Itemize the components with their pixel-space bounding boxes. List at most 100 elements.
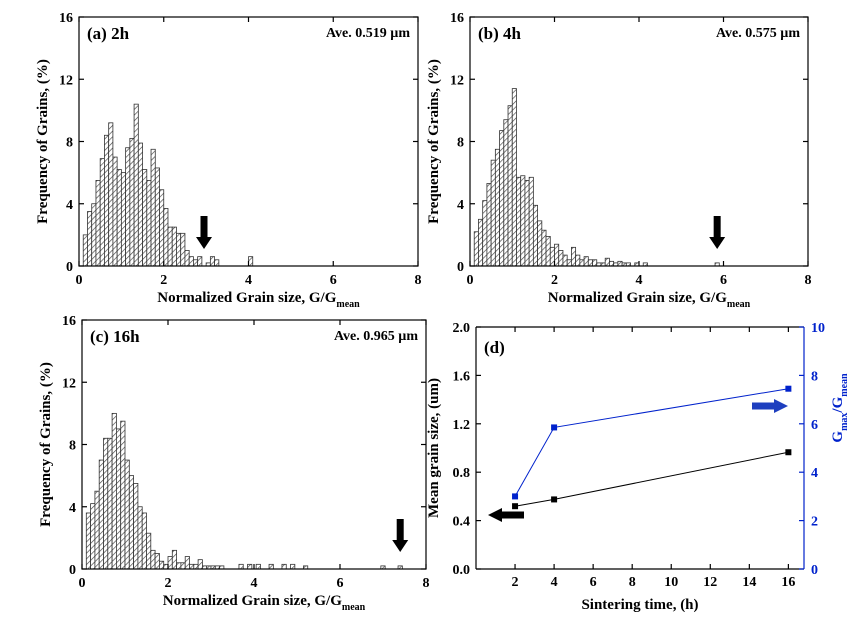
histogram-bar xyxy=(133,103,139,267)
histogram-bar xyxy=(146,532,152,570)
histogram-bar xyxy=(571,246,577,267)
max-grain-arrow xyxy=(392,519,409,552)
histogram-2h: 0 2 4 6 8 0 4 8 12 16 (a) 2h Ave. 0.519 µm Normalize… xyxy=(35,11,422,310)
histogram-bar xyxy=(511,88,517,267)
x-tick-label: 4 xyxy=(636,273,643,288)
x-tick-label: 16 xyxy=(781,575,795,590)
histogram-16h: 0 2 4 6 8 0 4 8 12 16 (c) 16h Ave. 0.965 µm Normaliz… xyxy=(38,314,430,613)
histogram-bar xyxy=(104,134,110,267)
histogram-bar xyxy=(87,211,93,267)
x-axis-title: Sintering time, (h) xyxy=(581,597,698,613)
y-right-tick-label: 0 xyxy=(811,563,818,578)
histogram-bar xyxy=(142,169,148,267)
histogram-bar xyxy=(545,236,551,267)
y-left-tick-label: 0.0 xyxy=(453,563,471,578)
y-tick-label: 16 xyxy=(450,11,464,26)
histogram-bar xyxy=(125,147,131,267)
y-left-tick-label: 1.2 xyxy=(453,418,471,433)
histogram-4h: 0 2 4 6 8 0 4 8 12 16 (b) 4h Ave. 0.575 µm Normalize… xyxy=(426,11,812,310)
x-tick-label: 0 xyxy=(76,273,83,288)
histogram-bar xyxy=(583,256,589,267)
histogram-bar xyxy=(108,122,114,267)
histogram-bar xyxy=(248,256,254,267)
histogram-bar xyxy=(609,260,615,267)
mean-size-point xyxy=(512,503,519,510)
y-tick-label: 4 xyxy=(69,501,76,516)
histogram-bar xyxy=(290,563,296,570)
right-axis-arrow xyxy=(752,399,788,413)
x-tick-label: 8 xyxy=(629,575,636,590)
x-axis-title: Normalized Grain size, G/Gmean xyxy=(163,593,366,613)
histogram-bar xyxy=(171,226,177,267)
y-axis-title: Frequency of Grains, (%) xyxy=(35,59,51,224)
x-tick-label: 6 xyxy=(720,273,727,288)
histogram-bar xyxy=(171,549,178,570)
panel-label: (b) 4h xyxy=(478,24,522,43)
x-tick-label: 2 xyxy=(551,273,558,288)
histogram-bar xyxy=(116,169,122,267)
y-tick-label: 0 xyxy=(66,260,73,275)
histogram-bar xyxy=(163,208,169,267)
y-tick-label: 0 xyxy=(457,260,464,275)
histogram-bar xyxy=(541,229,547,267)
histogram-bar xyxy=(197,256,203,267)
x-tick-label: 8 xyxy=(423,576,430,591)
histogram-bar xyxy=(120,172,127,267)
histogram-bar xyxy=(154,167,160,267)
y-tick-label: 12 xyxy=(450,73,464,88)
panel-label: (d) xyxy=(484,338,505,357)
histogram-bar xyxy=(82,234,88,267)
ratio-point xyxy=(785,385,792,392)
histogram-bar xyxy=(180,232,186,267)
histogram-bar xyxy=(214,259,220,267)
y-right-tick-label: 4 xyxy=(811,466,818,481)
histogram-bar xyxy=(537,220,543,267)
histogram-bar xyxy=(473,231,479,267)
histogram-bar xyxy=(490,159,496,267)
histogram-bar xyxy=(592,259,598,267)
histogram-bar xyxy=(167,226,173,267)
max-grain-arrow xyxy=(196,216,213,249)
histogram-bar xyxy=(193,259,199,267)
histogram-bar xyxy=(507,105,513,267)
x-tick-label: 4 xyxy=(251,576,258,591)
histogram-bar xyxy=(91,203,97,267)
y-left-tick-label: 0.8 xyxy=(453,466,471,481)
histogram-bar xyxy=(281,563,287,570)
histogram-bar xyxy=(176,562,182,570)
y-right-tick-label: 10 xyxy=(811,321,825,336)
histogram-bar xyxy=(137,506,143,570)
histogram-bar xyxy=(532,204,538,267)
histogram-bar xyxy=(617,260,623,267)
histogram-bar xyxy=(499,130,505,267)
y-right-axis-title: Gmax/Gmean xyxy=(830,373,850,443)
histogram-bar xyxy=(184,250,190,267)
x-tick-label: 14 xyxy=(742,575,756,590)
y-left-tick-label: 2.0 xyxy=(453,321,471,336)
histogram-bar xyxy=(137,142,143,267)
y-right-tick-label: 8 xyxy=(811,369,818,384)
histogram-bar xyxy=(516,176,522,267)
x-tick-label: 10 xyxy=(664,575,678,590)
histogram-bar xyxy=(180,562,186,570)
histogram-bar xyxy=(494,148,500,267)
y-tick-label: 4 xyxy=(66,198,73,213)
histogram-bar xyxy=(575,254,581,267)
histogram-bar xyxy=(94,490,100,570)
histogram-bar xyxy=(268,563,274,570)
average-annotation: Ave. 0.575 µm xyxy=(716,26,800,41)
x-axis-title: Normalized Grain size, G/Gmean xyxy=(157,290,360,310)
histogram-bar xyxy=(176,232,182,267)
histogram-bar xyxy=(107,437,113,570)
x-tick-label: 12 xyxy=(703,575,717,590)
y-tick-label: 0 xyxy=(69,563,76,578)
panel-label: (c) 16h xyxy=(90,327,140,346)
histogram-bar xyxy=(184,556,190,570)
histogram-bar xyxy=(197,559,203,570)
x-tick-label: 0 xyxy=(467,273,474,288)
histogram-bar xyxy=(150,549,156,570)
y-axis-title: Frequency of Grains, (%) xyxy=(38,362,54,527)
y-left-tick-label: 0.4 xyxy=(453,515,471,530)
histogram-bar xyxy=(478,218,484,267)
